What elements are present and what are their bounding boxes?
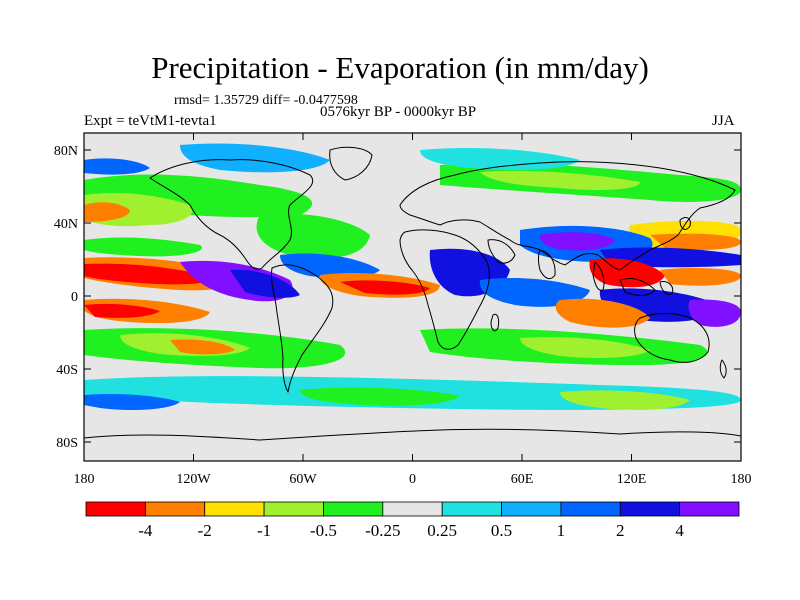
colorbar-swatch	[204, 501, 265, 517]
field-patch	[589, 258, 665, 288]
colorbar-swatch	[144, 501, 206, 517]
lat-tick-label: 80N	[54, 144, 78, 159]
colorbar-swatch	[679, 501, 740, 517]
field-patch	[84, 393, 180, 410]
anomaly-field	[84, 143, 741, 410]
longitude-axis: 180 120W 60W 0 60E 120E 180	[74, 133, 752, 487]
colorbar-swatch	[263, 501, 324, 517]
colorbar-swatch	[85, 501, 146, 517]
coastline-antarctica	[84, 428, 741, 441]
field-patch	[560, 390, 690, 410]
colorbar-label: -0.5	[310, 521, 337, 540]
lon-tick-label: 180	[74, 472, 95, 487]
lat-tick-label: 40N	[54, 217, 78, 232]
field-patch	[660, 268, 741, 286]
coastline-australia	[634, 313, 710, 363]
coastline-north-america	[149, 159, 313, 270]
experiment-line: Expt = teVtM1-tevta1	[84, 113, 217, 129]
field-patch	[180, 143, 330, 173]
field-patch	[84, 263, 215, 285]
coastline-south-america	[271, 264, 334, 393]
colorbar-swatch	[501, 501, 562, 517]
field-patch	[688, 299, 741, 327]
colorbar-swatch	[619, 501, 681, 517]
latitude-axis: 80N 40N 0 40S 80S	[54, 144, 741, 451]
colorbar-label: 1	[557, 521, 566, 540]
field-patch	[84, 303, 160, 318]
coastline-arabia-india	[487, 239, 556, 280]
coastline-greenland	[329, 146, 373, 181]
colorbar-label: -0.25	[365, 521, 400, 540]
field-patch	[300, 387, 460, 406]
lon-tick-label: 120W	[176, 472, 211, 487]
colorbar-swatch	[441, 501, 502, 517]
lon-tick-label: 180	[731, 472, 752, 487]
field-patch	[539, 232, 615, 251]
lat-tick-label: 40S	[56, 363, 78, 378]
coastlines	[84, 146, 741, 441]
field-patch	[84, 158, 150, 175]
stats-line: rmsd= 1.35729 diff= -0.0477598	[174, 93, 358, 108]
colorbar-label: -1	[257, 521, 271, 540]
colorbar-label: 4	[675, 521, 684, 540]
period-line: 0576kyr BP - 0000kyr BP	[320, 104, 477, 120]
colorbar-label: 0.5	[491, 521, 512, 540]
coastline-japan	[679, 217, 691, 230]
field-patch	[479, 278, 590, 307]
field-patch	[340, 280, 430, 295]
lon-tick-label: 60W	[289, 472, 317, 487]
field-patch	[520, 337, 650, 358]
coastline-southeast-asia	[592, 261, 674, 296]
field-patch	[84, 202, 130, 222]
coastline-new-zealand	[719, 359, 727, 379]
lon-tick-label: 0	[409, 472, 416, 487]
field-patch	[650, 233, 741, 250]
colorbar: -4 -2 -1 -0.5 -0.25 0.25 0.5 1 2 4	[85, 501, 740, 540]
lon-tick-label: 120E	[617, 472, 647, 487]
colorbar-swatch	[560, 501, 621, 517]
colorbar-swatch	[323, 501, 384, 517]
lon-tick-label: 60E	[511, 472, 534, 487]
colorbar-label: 2	[616, 521, 625, 540]
field-patch	[170, 339, 235, 355]
colorbar-label: 0.25	[427, 521, 457, 540]
field-patch	[84, 237, 202, 257]
colorbar-label: -4	[138, 521, 153, 540]
season-label: JJA	[712, 113, 735, 129]
colorbar-label: -2	[198, 521, 212, 540]
lat-tick-label: 80S	[56, 436, 78, 451]
coastline-europe-asia	[399, 161, 736, 271]
map-title: Precipitation - Evaporation (in mm/day)	[151, 50, 649, 85]
field-patch	[420, 148, 580, 170]
field-patch	[280, 253, 380, 278]
coastline-africa	[399, 229, 490, 350]
coastline-madagascar	[490, 313, 500, 332]
lat-tick-label: 0	[71, 290, 78, 305]
colorbar-swatch	[382, 501, 443, 517]
field-patch	[555, 298, 650, 328]
field-patch	[230, 269, 300, 298]
field-patch	[480, 170, 640, 190]
